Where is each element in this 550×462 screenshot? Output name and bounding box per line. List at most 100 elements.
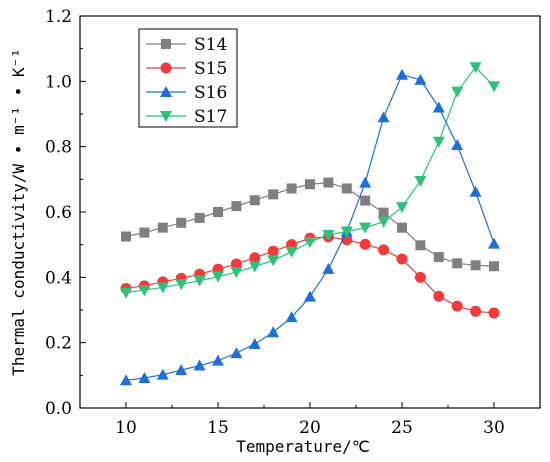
data-point-s17 (359, 222, 372, 234)
data-point-s14 (323, 177, 334, 188)
data-point-s17 (138, 285, 151, 297)
x-tick-label: 30 (483, 418, 505, 438)
data-point-s15 (488, 307, 500, 319)
data-point-s16 (285, 311, 298, 323)
y-tick-label: 1.0 (45, 72, 72, 92)
data-point-s17 (175, 279, 188, 291)
data-point-s14 (489, 261, 499, 272)
y-tick-label: 0.0 (45, 399, 72, 419)
legend-item-s16: S16 (146, 83, 227, 103)
data-point-s16 (138, 371, 151, 383)
data-point-s14 (139, 227, 150, 238)
data-point-s15 (414, 271, 426, 283)
legend: S14 S15 S16 S17 (138, 28, 238, 128)
series-s14 (121, 177, 499, 272)
data-point-s15 (267, 245, 279, 257)
series-s16 (120, 68, 500, 386)
legend-label-s14: S14 (194, 35, 227, 55)
data-point-s16 (432, 101, 445, 113)
y-axis-title: Thermal conductivity/W • m⁻¹ • K⁻¹ (9, 48, 28, 376)
data-point-s14 (360, 195, 371, 206)
data-point-s17 (248, 261, 261, 273)
legend-label-s16: S16 (194, 83, 227, 103)
data-point-s17 (488, 81, 500, 93)
data-point-s17 (304, 237, 316, 249)
y-axis-ticks: 0.0 0.2 0.4 0.6 0.8 1.0 1.2 (45, 7, 86, 419)
data-point-s16 (156, 368, 169, 380)
y-tick-label: 1.2 (45, 7, 72, 27)
data-point-s14 (194, 212, 205, 223)
data-point-s17 (432, 136, 445, 148)
series-s17 (120, 62, 500, 299)
data-point-s17 (414, 175, 427, 187)
data-point-s14 (286, 183, 297, 194)
y-tick-label: 0.4 (45, 268, 72, 288)
data-point-s16 (193, 359, 206, 371)
data-point-s14 (157, 222, 168, 233)
data-point-s16 (469, 185, 482, 197)
data-point-s14 (341, 183, 352, 194)
data-point-s15 (451, 300, 463, 312)
data-point-s14 (176, 217, 187, 228)
data-point-s14 (378, 207, 389, 218)
data-point-s17 (377, 216, 390, 228)
data-point-s14 (470, 260, 481, 271)
data-point-s16 (304, 290, 316, 302)
data-point-s16 (212, 354, 224, 366)
data-point-s17 (193, 275, 206, 287)
data-point-s14 (397, 222, 407, 233)
data-point-s16 (414, 73, 427, 85)
data-point-s17 (340, 226, 353, 238)
series-layer (120, 62, 500, 386)
y-tick-label: 0.2 (45, 334, 72, 354)
legend-item-s14: S14 (146, 35, 227, 55)
data-point-s15 (433, 290, 445, 302)
data-point-s17 (396, 202, 408, 214)
data-point-s14 (433, 252, 444, 263)
data-point-s15 (230, 258, 242, 270)
data-point-s16 (248, 337, 261, 349)
legend-marker-s16 (160, 86, 172, 97)
data-point-s16 (267, 326, 280, 338)
data-point-s17 (322, 229, 335, 241)
data-point-s17 (230, 267, 243, 279)
data-point-s14 (452, 258, 463, 269)
data-point-s16 (396, 68, 408, 80)
legend-marker-s17 (160, 111, 172, 122)
data-point-s15 (249, 252, 261, 264)
y-tick-label: 0.6 (45, 203, 72, 223)
x-tick-label: 20 (299, 418, 321, 438)
data-point-s17 (156, 282, 169, 294)
data-point-s15 (359, 238, 371, 250)
data-point-s17 (451, 86, 464, 98)
data-point-s17 (285, 246, 298, 258)
legend-marker-s15 (160, 62, 172, 74)
data-point-s15 (378, 244, 390, 256)
legend-item-s17: S17 (146, 107, 227, 127)
legend-marker-s14 (161, 39, 171, 49)
legend-box (138, 28, 238, 128)
data-point-s16 (175, 364, 188, 376)
legend-label-s17: S17 (194, 107, 227, 127)
data-point-s16 (451, 139, 464, 151)
data-point-s17 (212, 271, 224, 283)
data-point-s17 (469, 62, 482, 74)
data-point-s14 (121, 231, 131, 242)
data-point-s14 (213, 207, 223, 217)
data-point-s17 (120, 287, 132, 299)
data-point-s16 (322, 262, 335, 274)
x-axis-ticks: 10 15 20 25 30 (79, 402, 541, 438)
data-point-s16 (359, 176, 372, 188)
data-point-s14 (268, 189, 279, 200)
data-point-s16 (120, 374, 132, 386)
data-point-s14 (231, 201, 242, 212)
data-point-s15 (396, 253, 408, 265)
legend-item-s15: S15 (146, 59, 227, 79)
x-axis-title: Temperature/℃ (236, 437, 370, 456)
data-point-s14 (305, 179, 315, 190)
data-point-s14 (249, 195, 260, 206)
data-point-s17 (267, 255, 280, 267)
y-tick-label: 0.8 (45, 138, 72, 158)
data-point-s15 (470, 305, 482, 317)
